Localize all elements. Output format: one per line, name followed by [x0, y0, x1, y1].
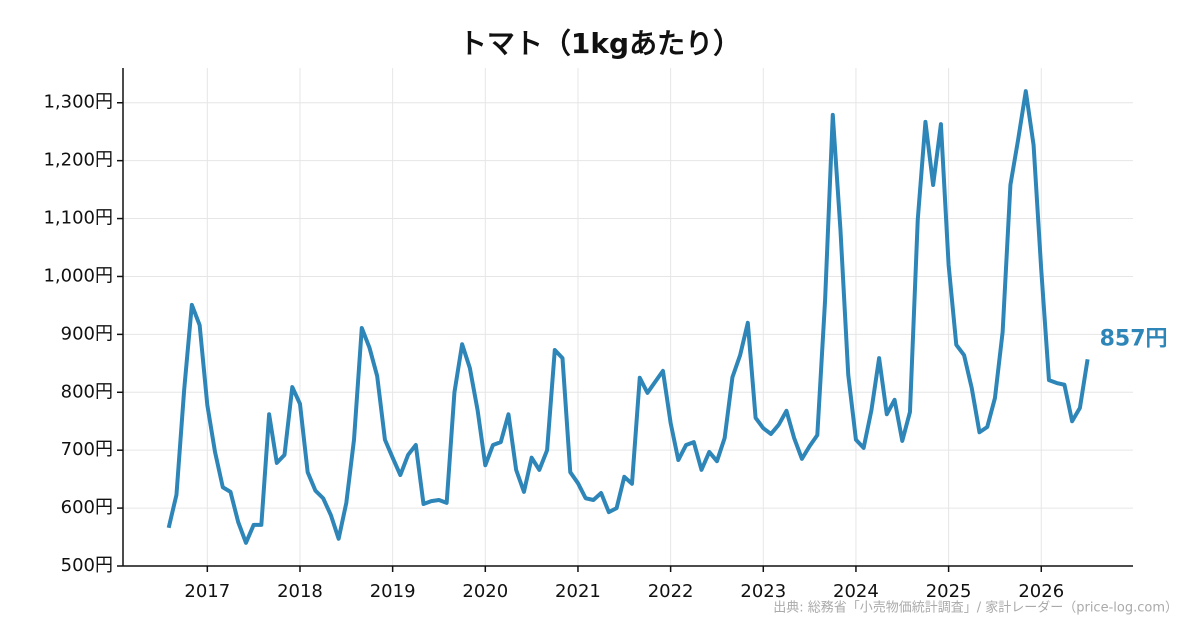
x-tick-label: 2023: [740, 581, 786, 602]
data-line: [166, 89, 1090, 545]
x-tick-label: 2022: [648, 581, 694, 602]
x-tick-label: 2020: [462, 581, 508, 602]
x-tick-label: 2024: [833, 581, 879, 602]
chart-title: トマト（1kgあたり）: [459, 27, 741, 60]
y-tick-label: 1,300円: [43, 92, 113, 113]
y-tick-label: 1,100円: [43, 208, 113, 229]
x-tick-label: 2026: [1018, 581, 1064, 602]
y-tick-label: 800円: [61, 381, 113, 402]
y-tick-label: 700円: [61, 439, 113, 460]
source-note: 出典: 総務省「小売物価統計調査」/ 家計レーダー（price-log.com）: [773, 600, 1178, 616]
x-tick-label: 2018: [277, 581, 323, 602]
x-tick-label: 2021: [555, 581, 601, 602]
y-tick-label: 500円: [61, 555, 113, 576]
y-tick-label: 900円: [61, 323, 113, 344]
x-tick-label: 2017: [184, 581, 230, 602]
y-tick-label: 1,200円: [43, 150, 113, 171]
x-tick-label: 2025: [926, 581, 972, 602]
value-label: 857円: [1100, 326, 1168, 351]
y-tick-label: 600円: [61, 497, 113, 518]
x-tick-label: 2019: [370, 581, 416, 602]
y-tick-label: 1,000円: [43, 265, 113, 286]
